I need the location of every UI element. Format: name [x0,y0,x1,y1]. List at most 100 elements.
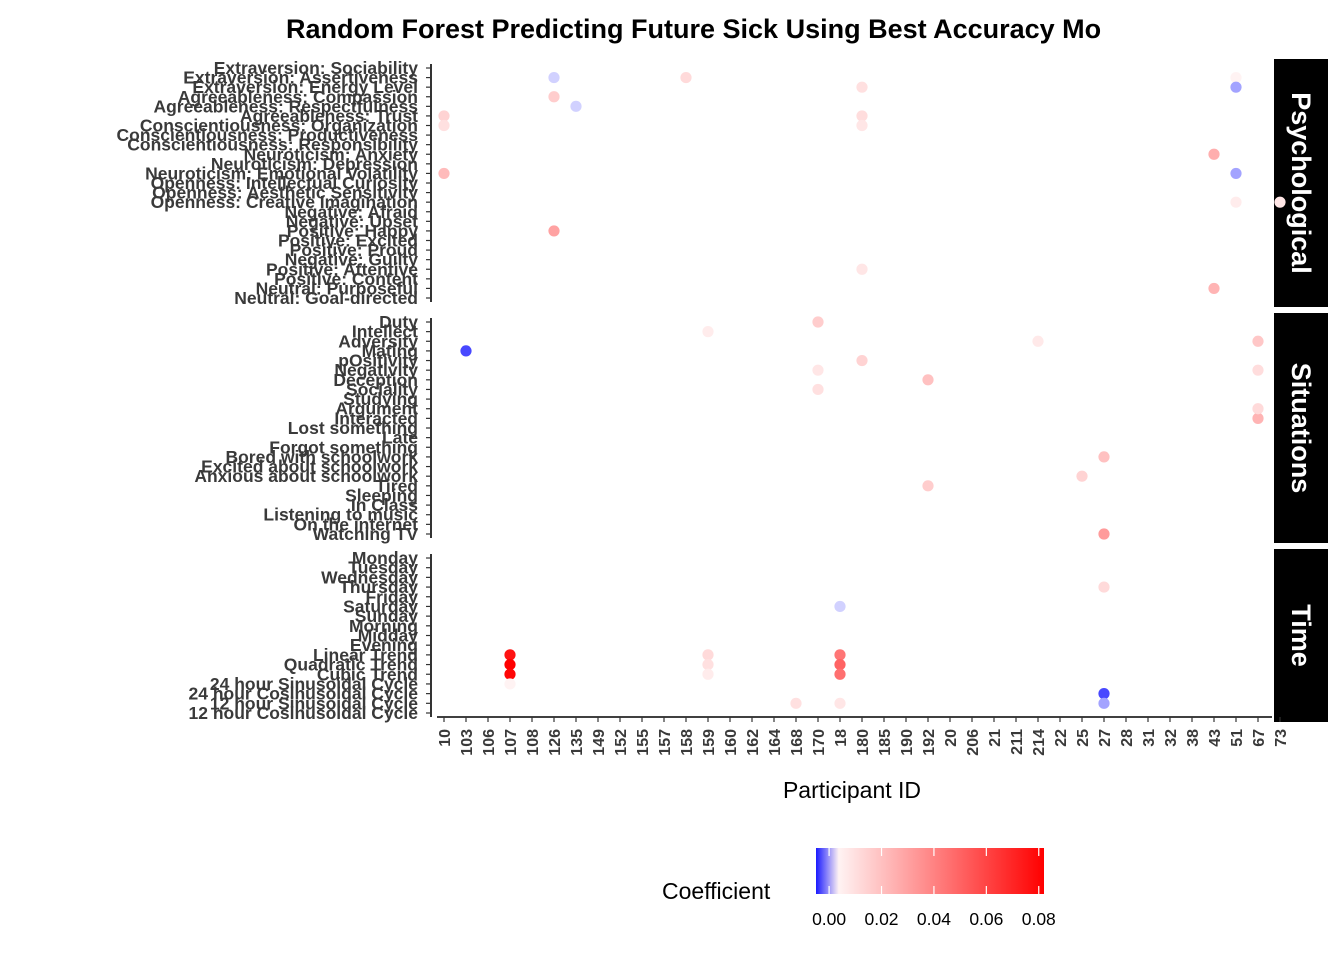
data-point [1098,688,1110,700]
y-tick-label: Agreeableness: Trust [240,106,418,126]
data-point [702,649,714,661]
y-tick-label: Deception [333,370,418,390]
y-tick-label: Negative: Afraid [284,202,418,222]
y-tick-label: Conscientiousness: Responsibility [127,135,418,155]
data-point [856,119,868,132]
data-point [1098,697,1110,709]
data-point [1230,81,1242,93]
x-tick-label: 170 [811,729,828,756]
y-tick-label: Lost something [288,418,418,438]
y-tick-label: Studying [343,389,418,409]
y-tick-label: 12 hour Cosinusoidal Cycle [189,703,419,723]
y-tick-label: pOsitivity [338,351,418,371]
y-tick-label: Negative: Guilty [285,250,418,270]
data-point [460,345,472,357]
data-point [1098,528,1110,540]
y-tick-label: Tired [376,476,418,496]
data-point [438,110,450,122]
y-tick-label: On the internet [294,514,419,534]
y-tick-label: Neuroticism: Emotional Volatility [145,163,418,183]
x-tick-label: 152 [613,729,630,756]
facet-time: MondayTuesdayWednesdayThursdayFridaySatu… [189,548,1328,723]
data-point [856,110,868,122]
x-tick-label: 162 [745,729,762,756]
x-tick-label: 106 [481,729,498,756]
facet-strip-bg [1274,59,1328,307]
y-tick-label: Saturday [343,596,418,616]
y-tick-label: Interacted [334,408,418,428]
y-tick-label: Listening to music [263,505,418,525]
y-tick-label: Positive: Content [274,269,418,289]
data-point [1098,581,1110,593]
x-tick-label: 160 [723,729,740,756]
y-tick-label: Neutral: Purposeful [256,278,418,298]
y-tick-label: Sociality [346,379,418,399]
data-points [438,71,1286,709]
y-tick-label: Neuroticism: Depression [211,154,418,174]
data-point [834,600,846,613]
x-tick-label: 192 [921,729,938,756]
x-tick-label: 38 [1185,729,1202,747]
data-point [1252,335,1264,347]
facet-situations: DutyIntellectAdversityMatingpOsitivityNe… [194,312,1328,544]
data-point [834,697,846,709]
x-tick-label: 158 [679,729,696,756]
data-point [922,374,934,386]
y-tick-label: Sleeping [345,485,418,505]
y-tick-label: Monday [352,548,418,568]
y-tick-label: Neutral: Goal-directed [234,288,418,308]
data-point [812,316,824,328]
y-tick-label: Friday [365,587,418,607]
data-point [504,649,516,661]
x-tick-label: 20 [943,729,960,747]
y-tick-label: Conscientiousness: Productiveness [117,125,419,145]
y-tick-label: Cubic Trend [317,664,418,684]
data-point [1208,148,1220,160]
y-tick-label: Evening [350,635,418,655]
legend-tick-label: 0.00 [812,909,846,929]
data-point [1032,335,1044,347]
x-tick-label: 108 [525,729,542,756]
facet-strip-time: Time [1274,549,1328,722]
x-tick-label: 51 [1229,729,1246,747]
x-tick-label: 28 [1119,729,1136,747]
y-tick-label: Duty [379,312,418,332]
data-point [548,71,560,84]
y-tick-label: 24 hour Cosinusoidal Cycle [189,684,419,704]
data-point [702,326,714,338]
x-tick-label: 157 [657,729,674,756]
legend-tick-label: 0.04 [917,909,951,929]
y-tick-label: Negative: Upset [286,211,418,231]
facet-strip-bg [1274,313,1328,543]
y-tick-label: Argument [335,399,418,419]
y-tick-label: Positive: Attentive [266,259,418,279]
y-tick-label: Excited about schoolwork [201,457,418,477]
data-point [856,354,868,367]
y-tick-label: 12 hour Sinusoidal Cycle [210,693,418,713]
facet-strip-bg [1274,549,1328,722]
data-point [1076,470,1088,482]
data-point [1252,412,1264,424]
y-tick-label: Neuroticism: Anxiety [244,144,419,164]
y-tick-label: Wednesday [321,567,418,587]
facet-strip-label: Situations [1286,363,1316,494]
data-point [1230,167,1242,180]
y-tick-label: Extraversion: Energy Level [192,77,418,97]
data-point [702,658,714,671]
y-tick-label: Openness: Creative Imagination [151,192,418,212]
y-tick-label: Thursday [339,577,418,597]
facet-strip-psychological: Psychological [1274,59,1328,307]
chart-title: Random Forest Predicting Future Sick Usi… [286,14,1101,44]
x-tick-label: 135 [569,729,586,756]
x-tick-label: 18 [833,729,850,747]
x-tick-label: 10 [437,729,454,747]
x-tick-label: 168 [789,729,806,756]
legend-tick-label: 0.06 [969,909,1003,929]
data-point [1208,282,1220,295]
x-tick-label: 149 [591,729,608,756]
data-point [812,383,824,396]
y-tick-label: Intellect [352,322,418,342]
data-point [504,658,516,671]
